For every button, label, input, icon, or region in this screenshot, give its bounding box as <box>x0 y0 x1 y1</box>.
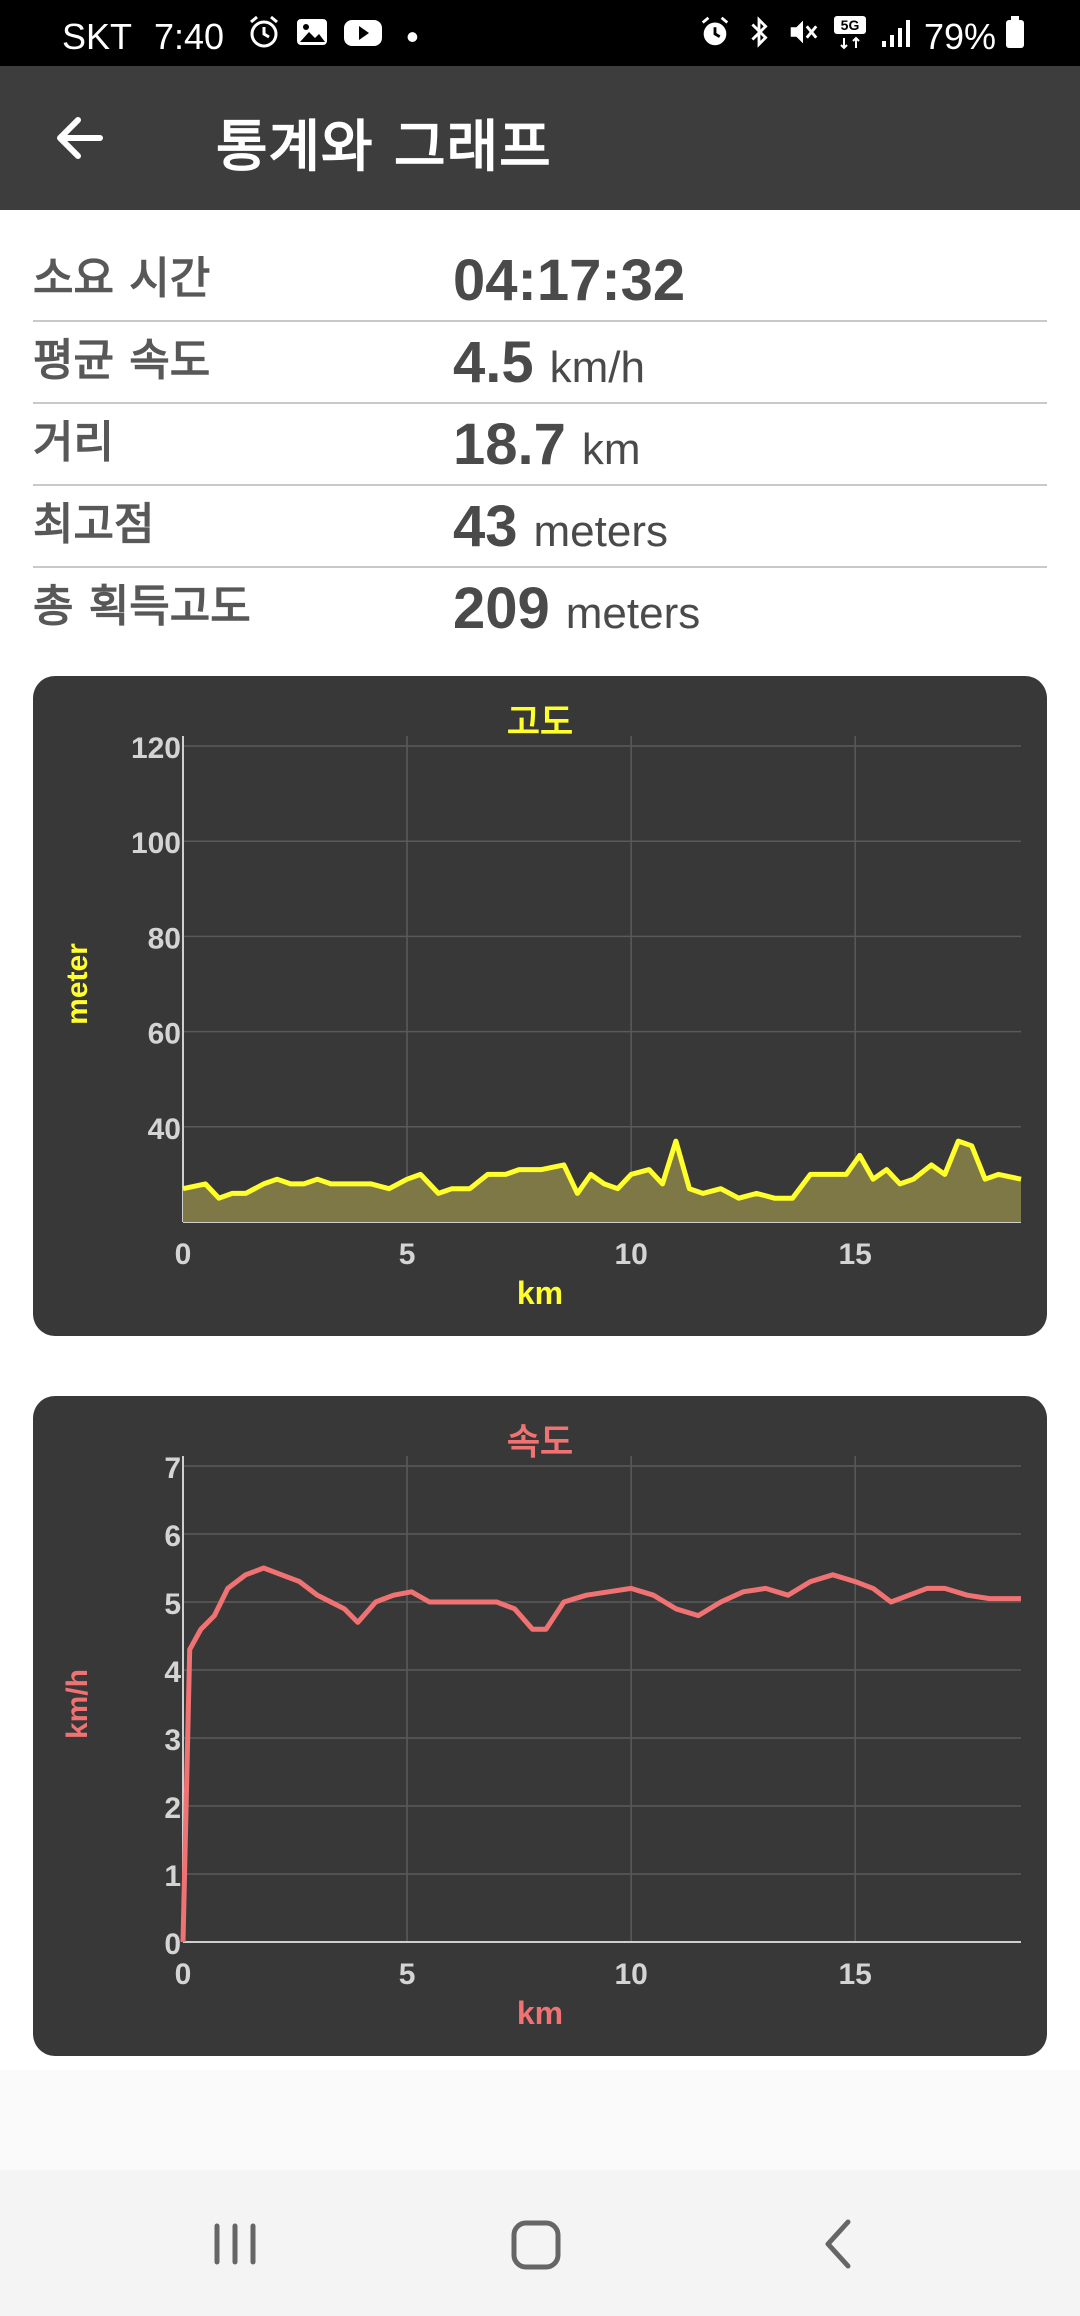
youtube-icon <box>342 14 384 59</box>
recent-apps-icon <box>214 2223 256 2265</box>
stat-unit: km <box>581 425 641 474</box>
notification-dot: • <box>406 15 419 57</box>
altitude-chart-panel: 40 60 80 100 120 0 5 10 15 고도 km meter <box>33 676 1047 1336</box>
stat-value: 209 meters <box>453 576 701 641</box>
stat-row-avg-speed: 평균 속도 4.5 km/h <box>33 322 1047 404</box>
stat-row-duration: 소요 시간 04:17:32 <box>33 248 1047 322</box>
chart-title: 고도 <box>507 701 573 742</box>
stat-unit: meters <box>533 507 668 556</box>
app-bar: 통계와 그래프 <box>0 66 1080 210</box>
series-line <box>180 1565 1021 1943</box>
stat-label: 총 획득고도 <box>33 581 251 632</box>
stat-row-distance: 거리 18.7 km <box>33 404 1047 486</box>
battery-percent: 79% <box>923 15 996 57</box>
arrow-left-icon <box>57 117 103 159</box>
home-button[interactable] <box>496 2214 576 2274</box>
stat-label: 최고점 <box>33 499 155 550</box>
back-icon <box>825 2219 851 2269</box>
x-tick-label: 5 <box>399 1958 416 1991</box>
x-tick-label: 10 <box>614 1958 647 1991</box>
y-tick-label: 0 <box>164 1928 181 1961</box>
y-axis-label: meter <box>61 943 94 1025</box>
mute-icon <box>786 15 820 58</box>
stat-unit: km/h <box>549 343 645 392</box>
5g-icon: 5G <box>832 14 868 59</box>
status-bar: SKT 7:40 • 5G 79% <box>0 0 1080 66</box>
alarm-icon <box>698 15 732 58</box>
back-button[interactable] <box>44 108 124 168</box>
stat-value: 18.7 km <box>453 412 641 477</box>
stat-label: 평균 속도 <box>33 335 211 386</box>
y-tick-label: 120 <box>131 732 181 765</box>
series-area <box>183 1141 1021 1222</box>
series-line <box>182 1138 1022 1201</box>
x-tick-label: 0 <box>175 1238 192 1271</box>
y-tick-label: 60 <box>148 1018 181 1051</box>
x-axis-label: km <box>517 1995 563 2031</box>
y-tick-label: 80 <box>148 922 181 955</box>
network-type-label: 5G <box>841 17 860 33</box>
y-axis-label: km/h <box>61 1669 94 1739</box>
content-bottom-spacer <box>0 2070 1080 2170</box>
y-tick-label: 6 <box>164 1520 181 1553</box>
stat-label: 소요 시간 <box>33 253 211 304</box>
y-tick-label: 3 <box>164 1724 181 1757</box>
y-tick-label: 5 <box>164 1588 181 1621</box>
stat-label: 거리 <box>33 417 114 468</box>
stats-list: 소요 시간 04:17:32 평균 속도 4.5 km/h 거리 18.7 km 최… <box>33 248 1047 648</box>
y-tick-label: 100 <box>131 827 181 860</box>
system-nav-bar <box>0 2170 1080 2316</box>
stat-value: 4.5 km/h <box>453 330 645 395</box>
stat-row-max-altitude: 최고점 43 meters <box>33 486 1047 568</box>
x-tick-label: 0 <box>175 1958 192 1991</box>
signal-icon <box>880 15 912 58</box>
alarm-icon <box>246 14 282 59</box>
y-tick-label: 1 <box>164 1860 181 1893</box>
speed-chart: 0 1 2 3 4 5 6 7 0 5 10 15 속도 km km/h <box>61 1421 1021 2031</box>
gallery-icon <box>294 14 330 59</box>
x-tick-label: 5 <box>399 1238 416 1271</box>
stat-unit: meters <box>565 589 701 638</box>
bluetooth-icon <box>744 15 774 58</box>
altitude-chart: 40 60 80 100 120 0 5 10 15 고도 km meter <box>61 701 1022 1311</box>
y-tick-label: 4 <box>164 1656 181 1689</box>
home-icon <box>511 2220 561 2270</box>
x-axis-label: km <box>517 1275 563 1311</box>
x-tick-label: 10 <box>614 1238 647 1271</box>
carrier-label: SKT <box>62 15 133 57</box>
y-tick-label: 2 <box>164 1792 181 1825</box>
x-tick-label: 15 <box>839 1958 872 1991</box>
chart-title: 속도 <box>507 1421 573 1462</box>
stat-row-total-gain: 총 획득고도 209 meters <box>33 568 1047 648</box>
stat-value: 43 meters <box>453 494 668 559</box>
x-tick-label: 15 <box>839 1238 872 1271</box>
y-tick-label: 40 <box>148 1113 181 1146</box>
page-title: 통계와 그래프 <box>216 115 552 180</box>
recent-apps-button[interactable] <box>195 2214 275 2274</box>
stat-value: 04:17:32 <box>453 248 686 313</box>
battery-icon <box>1004 15 1026 58</box>
y-tick-label: 7 <box>164 1452 181 1485</box>
nav-back-button[interactable] <box>800 2214 880 2274</box>
speed-chart-panel: 0 1 2 3 4 5 6 7 0 5 10 15 속도 km km/h <box>33 1396 1047 2056</box>
clock-time: 7:40 <box>154 15 225 57</box>
